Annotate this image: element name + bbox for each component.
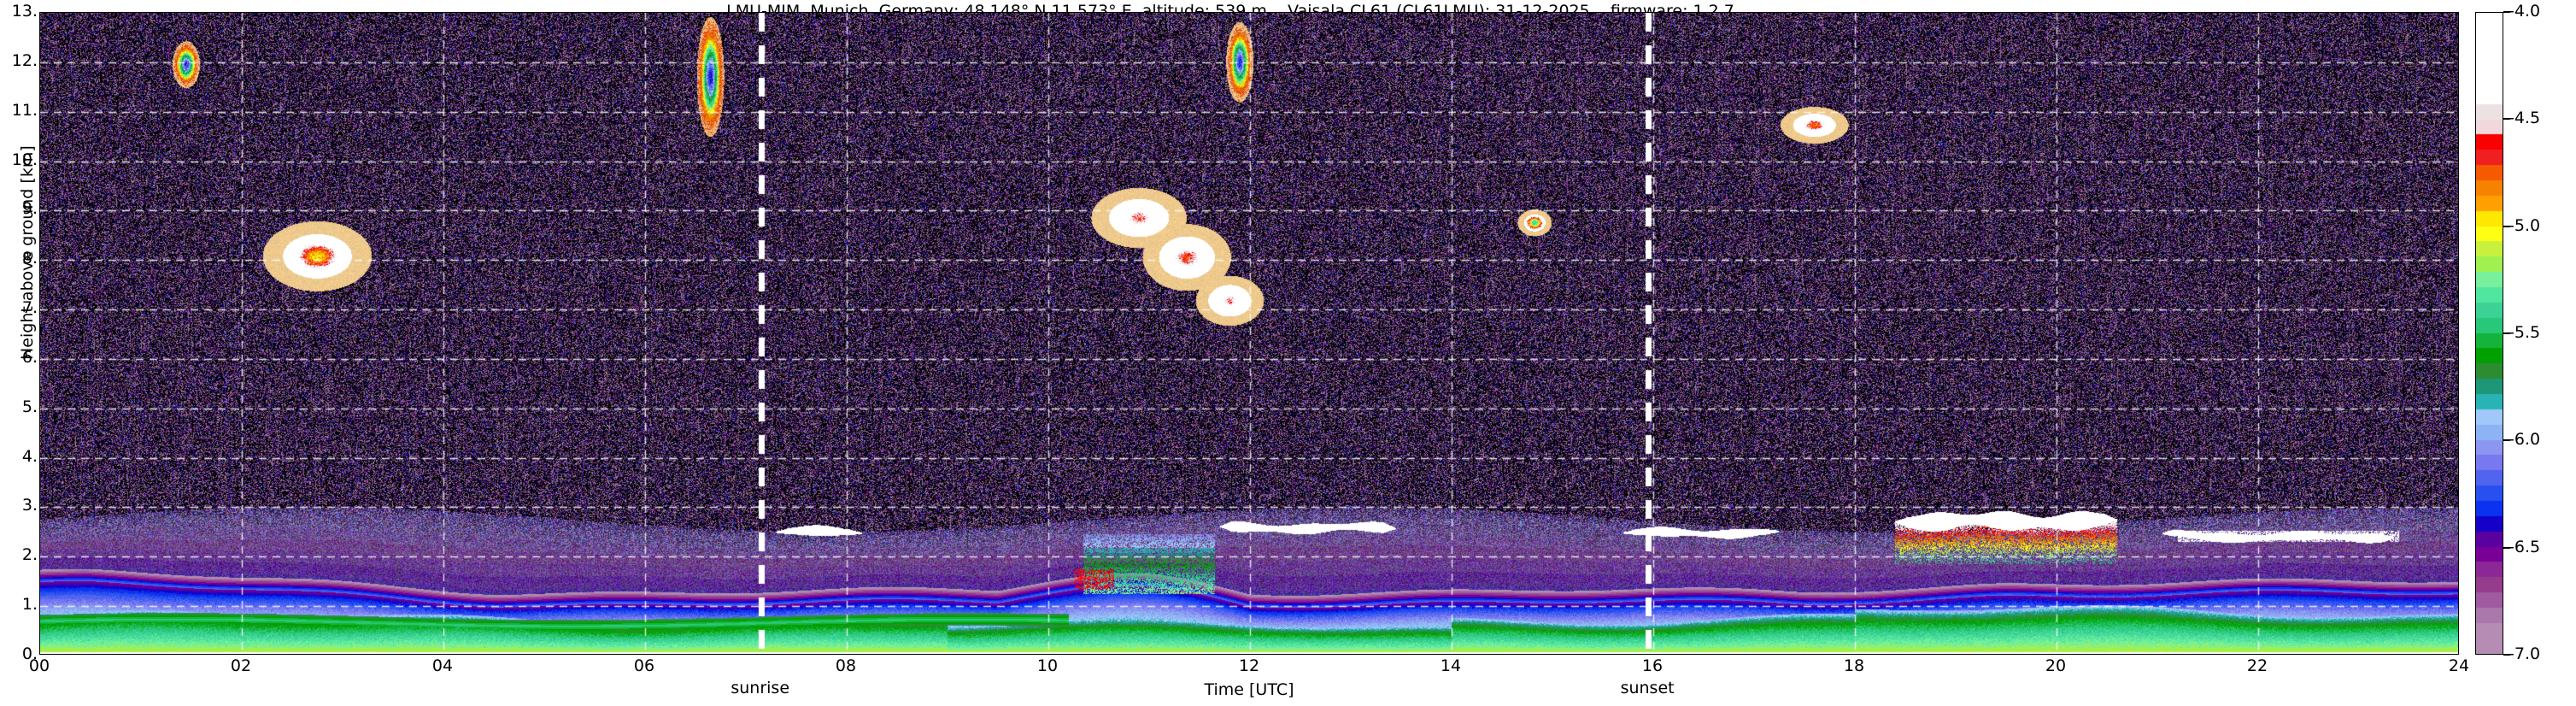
x-tick-label: 20 — [2045, 656, 2067, 675]
y-tick-label: 9. — [21, 199, 38, 219]
colorbar-tick-label: -5.0 — [2509, 215, 2541, 235]
y-tick-label: 4. — [21, 446, 38, 466]
x-tick-label: 22 — [2246, 656, 2268, 675]
colorbar-tick-label: -6.0 — [2509, 430, 2541, 450]
x-tick-label: 04 — [431, 656, 454, 675]
colorbar-tick-mark — [2503, 439, 2510, 442]
colorbar-tick-mark — [2503, 546, 2510, 549]
x-tick-label: 00 — [28, 656, 50, 675]
y-tick-label: 5. — [21, 397, 38, 416]
backscatter-heatmap — [40, 13, 2458, 654]
y-tick-label: 7. — [21, 298, 38, 318]
colorbar-tick-mark — [2503, 654, 2510, 656]
colorbar-tick-label: -7.0 — [2509, 644, 2541, 663]
y-tick-label: 12. — [11, 50, 38, 70]
colorbar-tick-mark — [2503, 11, 2510, 13]
x-tick-label: 08 — [835, 656, 857, 675]
solar-event-sunset: sunset — [1620, 679, 1675, 697]
x-tick-label: 24 — [2448, 656, 2470, 675]
y-tick-label: 2. — [21, 545, 38, 565]
x-tick-label: 18 — [1843, 656, 1865, 675]
y-tick-label: 1. — [21, 595, 38, 615]
y-tick-label: 0. — [21, 644, 38, 663]
x-tick-label: 12 — [1238, 656, 1260, 675]
y-tick-label: 10. — [11, 150, 38, 169]
colorbar-tick-label: -4.5 — [2509, 109, 2541, 128]
y-tick-label: 11. — [11, 100, 38, 120]
colorbar-tick-label: -4.0 — [2509, 2, 2541, 21]
x-tick-label: 06 — [633, 656, 655, 675]
solar-event-sunrise: sunrise — [731, 679, 790, 697]
colorbar-tick-label: -5.5 — [2509, 323, 2541, 342]
y-tick-label: 13. — [11, 2, 38, 21]
colorbar-gradient — [2476, 13, 2503, 654]
x-tick-label: 02 — [230, 656, 252, 675]
x-axis-title: Time [UTC] — [1204, 680, 1294, 699]
y-tick-label: 6. — [21, 347, 38, 367]
colorbar-tick-mark — [2503, 118, 2510, 121]
colorbar-tick-label: -6.5 — [2509, 537, 2541, 556]
x-tick-label: 16 — [1641, 656, 1664, 675]
y-tick-label: 8. — [21, 249, 38, 268]
plot-area — [39, 12, 2459, 655]
colorbar-tick-mark — [2503, 225, 2510, 227]
x-tick-label: 14 — [1440, 656, 1462, 675]
y-tick-label: 3. — [21, 496, 38, 515]
colorbar — [2475, 12, 2503, 655]
x-tick-label: 10 — [1036, 656, 1059, 675]
colorbar-tick-mark — [2503, 332, 2510, 334]
